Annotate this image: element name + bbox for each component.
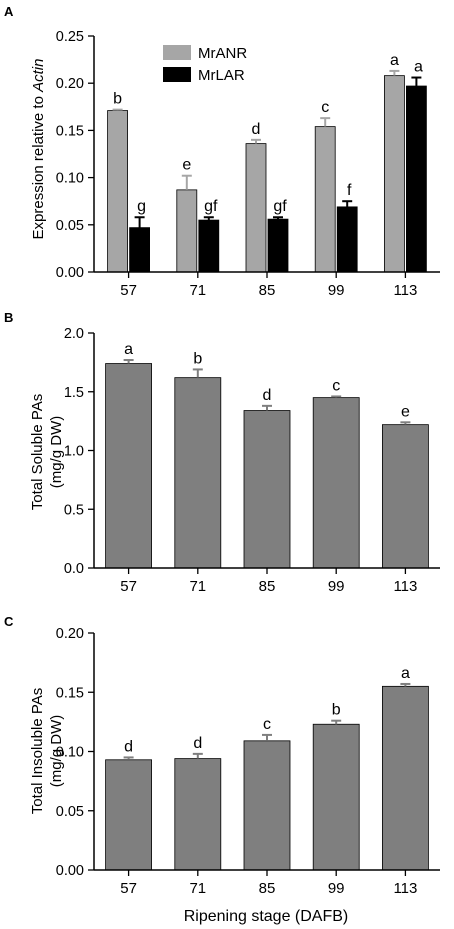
plot-area: 0.0 0.5 1.0 1.5 2.0 a b d c e 57 71 85 99 113 bbox=[64, 326, 440, 595]
bar bbox=[105, 759, 152, 871]
y-tick-label: 0.00 bbox=[56, 265, 84, 281]
legend-label: MrANR bbox=[198, 45, 247, 62]
bar bbox=[198, 219, 220, 273]
x-tick-label: 113 bbox=[393, 578, 417, 595]
bar bbox=[267, 218, 289, 273]
bar bbox=[381, 685, 429, 871]
y-tick-label: 0.20 bbox=[56, 76, 84, 92]
x-axis-title: Ripening stage (DAFB) bbox=[184, 908, 349, 925]
bar bbox=[314, 126, 336, 273]
x-tick-label: 113 bbox=[393, 880, 417, 897]
bar bbox=[243, 410, 291, 569]
significance-letter: c bbox=[263, 716, 271, 733]
y-axis-title-italic: Actin bbox=[30, 59, 47, 93]
bar bbox=[245, 143, 267, 273]
legend-label: MrLAR bbox=[198, 67, 245, 84]
significance-letter: gf bbox=[273, 198, 287, 215]
x-tick-label: 85 bbox=[259, 880, 276, 897]
bar bbox=[312, 723, 360, 871]
x-tick-label: 57 bbox=[120, 880, 137, 897]
x-tick-label: 99 bbox=[328, 880, 345, 897]
y-tick-label: 0.00 bbox=[56, 863, 84, 879]
significance-letter: gf bbox=[204, 198, 218, 215]
significance-letter: a bbox=[414, 59, 423, 76]
y-tick-label: 0.25 bbox=[56, 29, 84, 45]
significance-letter: e bbox=[182, 157, 191, 174]
x-tick-label: 85 bbox=[259, 282, 276, 299]
x-tick-label: 99 bbox=[328, 282, 345, 299]
panel-label: A bbox=[4, 4, 14, 19]
y-tick-label: 1.0 bbox=[64, 444, 84, 460]
bar bbox=[336, 206, 358, 273]
bar bbox=[381, 424, 429, 569]
y-tick-label: 0.05 bbox=[56, 804, 84, 820]
bar bbox=[176, 189, 198, 273]
x-tick-label: 57 bbox=[120, 282, 137, 299]
y-tick-label: 2.0 bbox=[64, 326, 84, 342]
significance-letter: b bbox=[332, 702, 341, 719]
significance-letter: a bbox=[124, 341, 133, 358]
plot-area: 0.00 0.05 0.10 0.15 0.20 0.25 b e d c a g gf gf f a 57 71… bbox=[56, 29, 440, 299]
significance-letter: b bbox=[193, 350, 202, 367]
significance-letter: a bbox=[390, 52, 399, 69]
y-tick-label: 0.10 bbox=[56, 745, 84, 761]
significance-letter: g bbox=[137, 198, 146, 215]
x-tick-label: 85 bbox=[259, 578, 276, 595]
bar bbox=[174, 758, 222, 871]
panel-label: C bbox=[4, 614, 14, 629]
y-tick-label: 0.15 bbox=[56, 123, 84, 139]
significance-letter: f bbox=[347, 182, 352, 199]
bar bbox=[105, 363, 152, 569]
significance-letter: e bbox=[401, 403, 410, 420]
panel-b: B Total Soluble PAs (mg/g DW) 0.0 0.5 1.0 1.… bbox=[4, 310, 440, 595]
bar bbox=[174, 377, 222, 569]
y-axis-title-line-2: (mg/g DW) bbox=[48, 715, 65, 788]
x-tick-label: 71 bbox=[189, 880, 206, 897]
y-axis-title: Expression relative to Actin bbox=[30, 59, 47, 240]
y-axis-title-text: Expression relative to bbox=[30, 92, 47, 240]
y-tick-label: 0.0 bbox=[64, 561, 84, 577]
y-tick-label: 0.15 bbox=[56, 685, 84, 701]
significance-letter: d bbox=[193, 735, 202, 752]
y-tick-label: 0.20 bbox=[56, 626, 84, 642]
panel-c: C Total Insoluble PAs (mg/g DW) 0.000.050… bbox=[4, 614, 440, 925]
x-tick-label: 57 bbox=[120, 578, 137, 595]
y-axis-title: Total Insoluble PAs (mg/g DW) bbox=[29, 688, 65, 814]
bar bbox=[107, 110, 128, 273]
significance-letter: d bbox=[124, 738, 133, 755]
significance-letter: b bbox=[113, 91, 122, 108]
y-tick-label: 0.5 bbox=[64, 502, 84, 518]
bar bbox=[312, 397, 360, 569]
bar bbox=[383, 75, 405, 273]
y-axis-title-line-2: (mg/g DW) bbox=[48, 416, 65, 489]
y-tick-label: 0.05 bbox=[56, 218, 84, 234]
x-tick-label: 113 bbox=[393, 282, 417, 299]
bar bbox=[405, 85, 427, 273]
y-axis-title: Total Soluble PAs (mg/g DW) bbox=[29, 394, 65, 510]
legend-swatch bbox=[163, 67, 191, 82]
x-tick-label: 71 bbox=[189, 282, 206, 299]
legend-swatch bbox=[163, 45, 191, 60]
bar bbox=[243, 740, 291, 871]
significance-letter: d bbox=[252, 121, 261, 138]
significance-letter: a bbox=[401, 665, 410, 682]
significance-letter: c bbox=[321, 99, 329, 116]
significance-letter: c bbox=[332, 377, 340, 394]
panel-a: A Expression relative to Actin 0.000.050… bbox=[4, 4, 440, 299]
panel-label: B bbox=[4, 310, 13, 325]
y-axis-title-line-1: Total Soluble PAs bbox=[29, 394, 46, 510]
bar bbox=[129, 227, 151, 273]
x-tick-label: 71 bbox=[189, 578, 206, 595]
x-tick-label: 99 bbox=[328, 578, 345, 595]
y-tick-label: 1.5 bbox=[64, 385, 84, 401]
y-axis-title-line-1: Total Insoluble PAs bbox=[29, 688, 46, 814]
plot-area: 0.00 0.05 0.10 0.15 0.20 d d c b a 57 71 85 99 113 bbox=[56, 626, 440, 897]
y-tick-label: 0.10 bbox=[56, 171, 84, 187]
significance-letter: d bbox=[263, 387, 272, 404]
